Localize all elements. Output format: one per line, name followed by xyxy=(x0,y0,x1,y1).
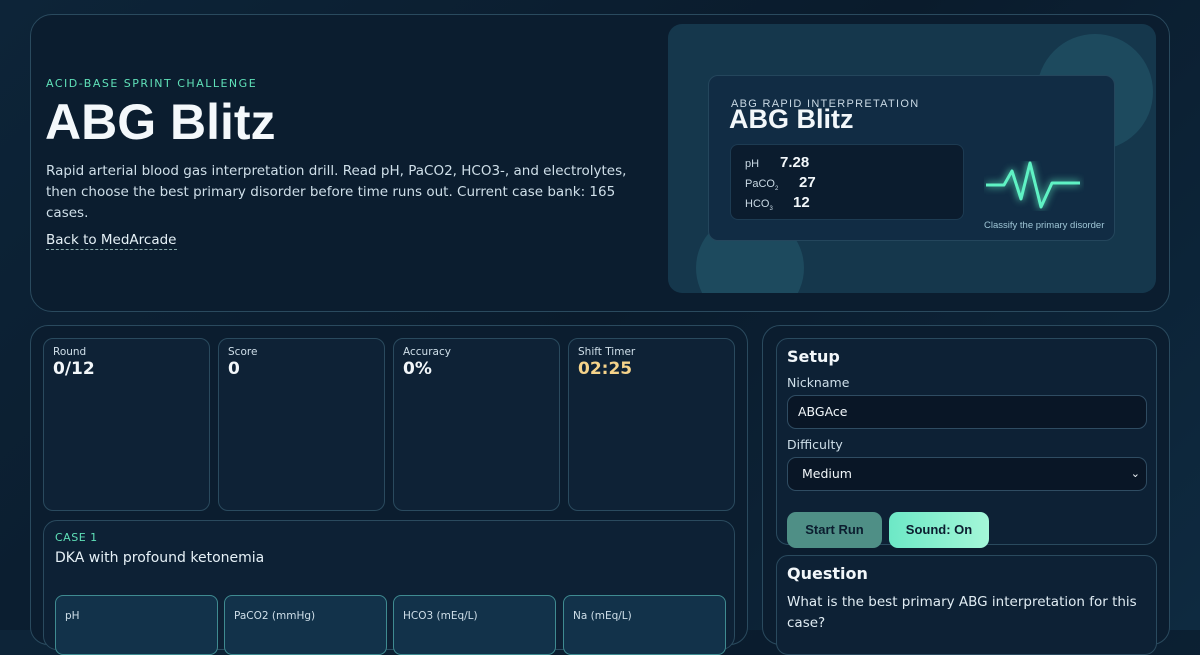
nickname-label: Nickname xyxy=(787,375,850,390)
setup-title: Setup xyxy=(787,347,840,366)
preview-row-paco2: PaCO2 27 xyxy=(745,174,816,193)
stat-score: Score 0 xyxy=(218,338,385,511)
hero-section: ACID-BASE SPRINT CHALLENGE ABG Blitz Rap… xyxy=(30,14,1170,312)
row-label: pH xyxy=(745,158,760,170)
stat-timer: Shift Timer 02:25 xyxy=(568,338,735,511)
metric-paco2: PaCO2 (mmHg) xyxy=(224,595,387,655)
hero-eyebrow: ACID-BASE SPRINT CHALLENGE xyxy=(46,77,258,90)
metric-label: HCO3 (mEq/L) xyxy=(403,610,478,622)
preview-kicker: ABG RAPID INTERPRETATION xyxy=(731,98,920,110)
stat-label: Round xyxy=(53,346,87,358)
difficulty-select[interactable]: Medium ⌄ xyxy=(787,457,1147,491)
stat-value: 0/12 xyxy=(53,359,95,379)
stat-round: Round 0/12 xyxy=(43,338,210,511)
preview-caption: Classify the primary disorder xyxy=(984,220,1105,231)
preview-row-ph: pH 7.28 xyxy=(745,154,809,171)
metric-ph: pH xyxy=(55,595,218,655)
heartbeat-icon xyxy=(986,161,1080,209)
question-title: Question xyxy=(787,564,868,583)
stat-value: 0% xyxy=(403,359,432,379)
abg-preview-card: ABG RAPID INTERPRETATION ABG Blitz pH 7.2… xyxy=(708,75,1115,241)
setup-card: Setup Nickname ABGAce Difficulty Medium ⌄… xyxy=(776,338,1157,548)
chevron-down-icon: ⌄ xyxy=(1130,467,1140,480)
row-value: 27 xyxy=(799,174,816,191)
preview-values: pH 7.28 PaCO2 27 HCO3 12 xyxy=(730,144,964,220)
nickname-input[interactable]: ABGAce xyxy=(787,395,1147,429)
case-kicker: CASE 1 xyxy=(55,531,98,544)
case-name: DKA with profound ketonemia xyxy=(55,550,265,566)
stat-label: Accuracy xyxy=(403,346,451,358)
row-value: 7.28 xyxy=(780,154,810,171)
game-panel: Round 0/12 Score 0 Accuracy 0% Shift Timer 0… xyxy=(30,325,748,655)
back-link[interactable]: Back to MedArcade xyxy=(46,232,177,250)
metric-hco3: HCO3 (mEq/L) xyxy=(393,595,556,655)
preview-title: ABG Blitz xyxy=(729,104,854,134)
row-sub: 3 xyxy=(769,206,773,213)
metric-label: PaCO2 (mmHg) xyxy=(234,610,316,622)
metric-label: pH xyxy=(65,610,80,622)
stat-label: Score xyxy=(228,346,258,358)
question-text: What is the best primary ABG interpretat… xyxy=(787,594,1137,631)
stat-value: 0 xyxy=(228,359,240,379)
stat-label: Shift Timer xyxy=(578,346,636,358)
side-panel: Setup Nickname ABGAce Difficulty Medium ⌄… xyxy=(762,325,1170,655)
stat-accuracy: Accuracy 0% xyxy=(393,338,560,511)
metric-na: Na (mEq/L) xyxy=(563,595,726,655)
preview-row-hco3: HCO3 12 xyxy=(745,194,810,213)
case-card: CASE 1 DKA with profound ketonemia pH Pa… xyxy=(43,520,735,655)
row-sub: 2 xyxy=(774,186,779,193)
row-value: 12 xyxy=(793,194,810,211)
sound-toggle-button[interactable]: Sound: On xyxy=(889,512,989,548)
metric-label: Na (mEq/L) xyxy=(573,610,632,622)
difficulty-value: Medium xyxy=(802,466,852,481)
row-label: HCO xyxy=(745,198,770,210)
stat-value: 02:25 xyxy=(578,359,633,379)
hero-illustration: ABG RAPID INTERPRETATION ABG Blitz pH 7.2… xyxy=(668,24,1156,293)
start-run-button[interactable]: Start Run xyxy=(787,512,882,548)
page-title: ABG Blitz xyxy=(45,94,276,150)
hero-description: Rapid arterial blood gas interpretation … xyxy=(46,163,627,221)
difficulty-label: Difficulty xyxy=(787,437,843,452)
row-label: PaCO xyxy=(745,178,775,190)
question-card: Question What is the best primary ABG in… xyxy=(776,555,1157,655)
